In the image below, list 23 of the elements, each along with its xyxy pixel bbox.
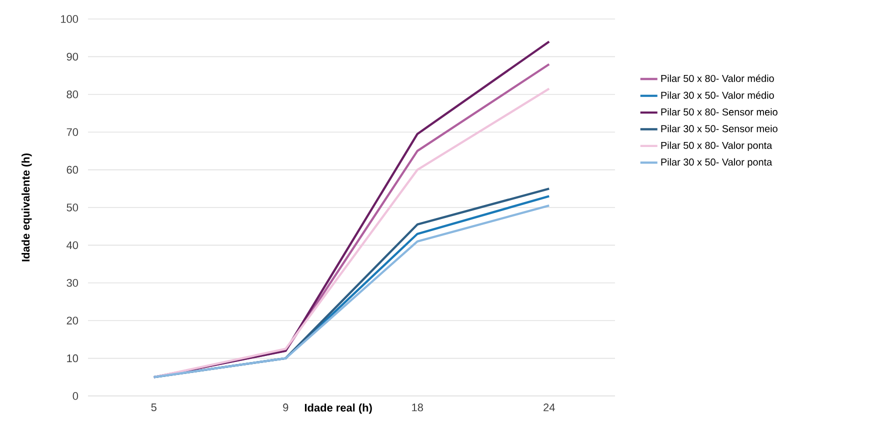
legend-label: Pilar 30 x 50- Valor médio	[661, 91, 774, 99]
y-tick-label: 50	[66, 204, 78, 212]
y-tick-label: 10	[67, 354, 78, 362]
y-tick-label: 100	[61, 15, 78, 23]
legend-label: Pilar 50 x 80- Valor ponta	[661, 142, 772, 151]
y-tick-label: 40	[66, 241, 78, 250]
y-tick-label: 70	[66, 128, 78, 136]
legend-label: Pilar 50 x 80- Sensor meio	[661, 108, 778, 116]
y-axis-title: Idade equivalente (h)	[22, 154, 32, 262]
y-tick-label: 0	[72, 392, 78, 400]
y-tick-label: 60	[66, 166, 78, 174]
x-axis-title: Idade real (h)	[304, 404, 372, 414]
y-tick-label: 80	[66, 90, 78, 98]
legend-label: Pilar 50 x 80- Valor médio	[661, 74, 774, 82]
y-tick-label: 90	[66, 52, 78, 61]
x-tick-label: 5	[151, 404, 156, 412]
legend-label: Pilar 30 x 50- Sensor meio	[661, 124, 778, 132]
y-tick-label: 30	[66, 279, 78, 287]
x-tick-label: 9	[283, 404, 288, 412]
y-tick-label: 20	[66, 316, 78, 324]
x-tick-label: 18	[412, 404, 423, 412]
legend-label: Pilar 30 x 50- Valor ponta	[661, 158, 772, 168]
x-tick-label: 24	[544, 404, 555, 412]
